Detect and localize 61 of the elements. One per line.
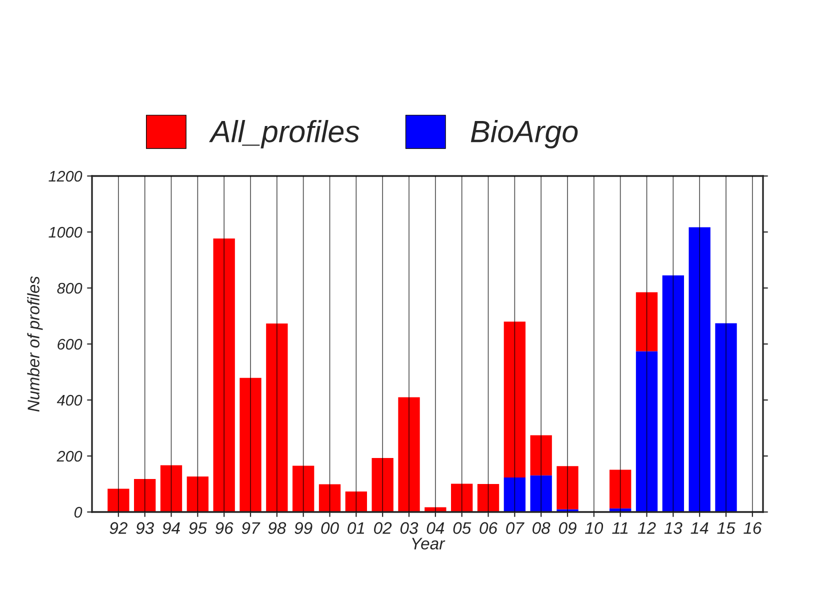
bar xyxy=(134,478,156,512)
y-tick-label: 0 xyxy=(74,506,82,518)
y-tick-label: 400 xyxy=(56,394,82,406)
x-tick-label: 10 xyxy=(585,522,604,534)
y-tick-label: 1000 xyxy=(48,226,82,238)
bar xyxy=(186,476,208,512)
bar xyxy=(688,227,710,512)
bar xyxy=(451,484,473,512)
bar xyxy=(292,466,314,512)
x-tick-label: 98 xyxy=(268,522,286,534)
x-tick-label: 09 xyxy=(558,522,576,534)
bar xyxy=(662,275,684,512)
bar xyxy=(530,435,552,476)
x-tick-label: 14 xyxy=(690,522,708,534)
bar xyxy=(636,351,658,512)
y-tick-label: 200 xyxy=(56,450,82,462)
x-tick-label: 93 xyxy=(136,522,154,534)
bar xyxy=(477,484,500,512)
x-tick-label: 95 xyxy=(188,522,207,534)
bar xyxy=(160,465,182,512)
bar xyxy=(372,458,394,512)
bar xyxy=(715,323,737,512)
x-tick-label: 04 xyxy=(426,522,444,534)
y-axis-title: Number of profiles xyxy=(27,276,43,412)
x-tick-label: 07 xyxy=(506,522,524,534)
x-tick-label: 11 xyxy=(612,522,628,534)
x-tick-label: 99 xyxy=(294,522,312,534)
x-tick-label: 92 xyxy=(110,522,128,534)
y-tick-label: 1200 xyxy=(48,170,82,182)
x-axis-title: Year xyxy=(412,538,446,550)
x-tick-label: 15 xyxy=(717,522,736,534)
bar xyxy=(504,322,526,478)
bar xyxy=(530,475,552,512)
x-tick-label: 16 xyxy=(744,522,762,534)
bar xyxy=(504,478,526,512)
x-tick-label: 94 xyxy=(162,522,180,534)
bar xyxy=(318,484,341,512)
bar xyxy=(108,488,130,512)
x-tick-label: 01 xyxy=(348,522,364,534)
legend-label: BioArgo xyxy=(470,120,578,148)
x-tick-label: 02 xyxy=(374,522,392,534)
x-tick-label: 12 xyxy=(638,522,656,534)
x-tick-label: 96 xyxy=(215,522,234,534)
y-tick-label: 600 xyxy=(58,338,82,350)
bar xyxy=(610,470,632,508)
x-tick-label: 03 xyxy=(400,522,418,534)
bar xyxy=(345,492,368,512)
bar xyxy=(266,324,288,512)
y-tick-label: 800 xyxy=(57,282,82,294)
bar xyxy=(240,378,262,512)
x-tick-label: 13 xyxy=(664,522,682,534)
bar xyxy=(636,292,658,352)
x-tick-label: 06 xyxy=(480,522,498,534)
x-tick-label: 00 xyxy=(321,522,339,534)
bar xyxy=(213,238,235,512)
x-tick-label: 08 xyxy=(532,522,550,534)
x-tick-label: 97 xyxy=(242,522,260,534)
bar xyxy=(398,397,420,512)
legend-label: All_profiles xyxy=(209,120,360,148)
x-tick-label: 05 xyxy=(453,522,472,534)
bar xyxy=(556,466,578,510)
